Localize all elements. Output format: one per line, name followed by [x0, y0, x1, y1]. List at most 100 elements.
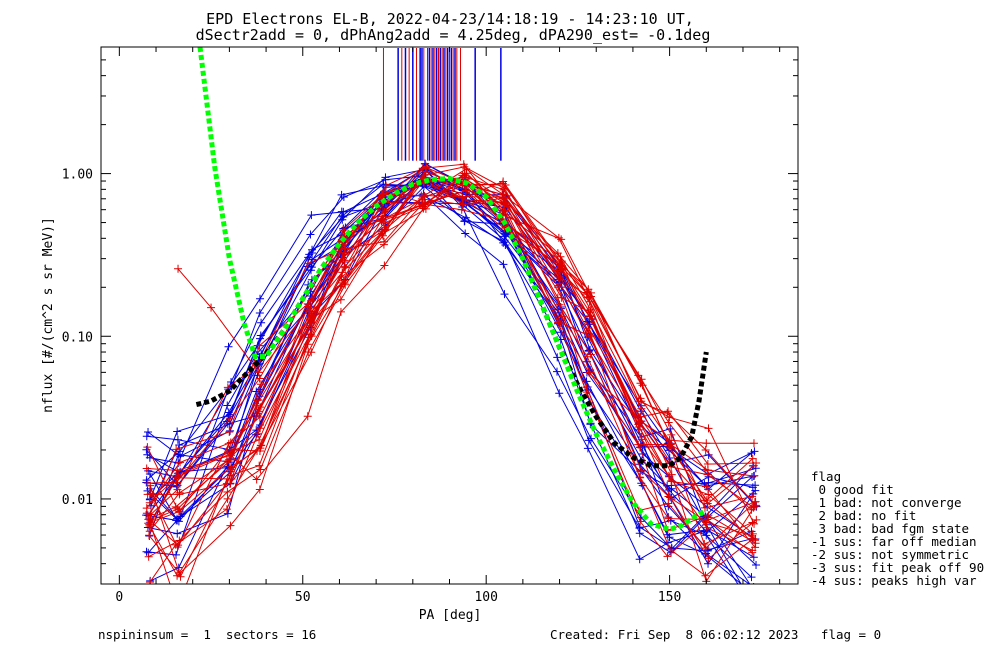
series-red-line	[150, 166, 754, 523]
data-point-plus	[752, 501, 761, 510]
flag-legend: flag 0 good fit 1 bad: not converge 2 ba…	[811, 469, 984, 588]
data-point-plus	[582, 388, 591, 397]
series-red-line	[147, 197, 757, 560]
data-point-plus	[145, 531, 154, 540]
data-point-plus	[748, 473, 757, 482]
data-point-plus	[419, 193, 428, 202]
data-point-plus	[379, 212, 388, 221]
data-point-plus	[666, 516, 675, 525]
data-point-plus	[701, 465, 710, 474]
data-layer	[142, 47, 761, 611]
data-point-plus	[703, 515, 712, 524]
series-red-line	[148, 176, 753, 551]
data-point-plus	[256, 294, 265, 303]
y-axis-label: nflux [#/(cm^2 s sr MeV)]	[41, 217, 56, 413]
data-point-plus	[339, 193, 348, 202]
data-point-plus	[377, 217, 386, 226]
data-point-plus	[340, 256, 349, 265]
data-point-plus	[176, 512, 185, 521]
data-point-plus	[555, 319, 564, 328]
y-tick-label: 0.01	[62, 493, 93, 508]
series-red-line	[149, 182, 755, 525]
data-point-plus	[253, 429, 262, 438]
data-point-plus	[419, 204, 428, 213]
data-point-plus	[750, 591, 758, 599]
data-point-plus	[557, 235, 566, 244]
data-point-plus	[584, 368, 593, 377]
x-tick-label: 0	[115, 590, 123, 605]
data-point-plus	[665, 533, 674, 542]
data-point-plus	[636, 473, 645, 482]
data-point-plus	[752, 561, 761, 570]
data-point-plus	[143, 479, 152, 488]
x-tick-label: 100	[474, 590, 497, 605]
data-point-plus	[308, 245, 317, 254]
series-red-line	[146, 183, 753, 509]
data-point-plus	[553, 367, 561, 376]
data-point-plus	[341, 263, 350, 272]
data-point-plus	[143, 450, 152, 459]
green-fit-curve	[197, 47, 708, 533]
legend-item: 0 good fit	[811, 482, 894, 497]
data-point-plus	[500, 206, 509, 215]
data-point-plus	[336, 307, 345, 316]
data-point-plus	[748, 518, 757, 527]
data-point-plus	[256, 380, 265, 389]
data-point-plus	[176, 458, 185, 467]
data-point-plus	[222, 479, 231, 488]
series-blue-line	[147, 193, 739, 584]
data-point-plus	[226, 438, 235, 447]
data-point-plus	[306, 230, 315, 239]
data-point-plus	[173, 427, 182, 436]
series-red-line	[148, 201, 753, 574]
data-point-plus	[666, 424, 675, 433]
data-point-plus	[223, 401, 232, 410]
data-point-plus	[223, 487, 232, 496]
data-point-plus	[255, 407, 264, 416]
data-point-plus	[142, 504, 151, 513]
series-red-line	[150, 183, 752, 549]
data-point-plus	[174, 603, 182, 611]
data-point-plus	[303, 259, 312, 268]
data-point-plus	[751, 481, 760, 490]
data-point-plus	[256, 424, 265, 433]
data-point-plus	[145, 527, 154, 536]
x-axis-label: PA [deg]	[419, 608, 482, 623]
data-point-plus	[663, 552, 672, 561]
data-point-plus	[500, 198, 509, 207]
series-red-line	[149, 178, 756, 577]
data-point-plus	[226, 521, 235, 530]
data-point-plus	[584, 285, 593, 294]
legend-item: -4 sus: peaks high var	[811, 573, 977, 588]
data-point-plus	[586, 331, 595, 340]
data-point-plus	[665, 545, 674, 554]
chart-title-line2: dSectr2add = 0, dPhAng2add = 4.25deg, dP…	[196, 26, 711, 44]
data-point-plus	[704, 450, 713, 459]
data-point-plus	[748, 548, 757, 557]
series-red-line	[146, 172, 756, 583]
series-blue-line	[150, 183, 752, 506]
data-point-plus	[223, 509, 232, 518]
data-point-plus	[635, 524, 644, 533]
data-point-plus	[417, 191, 426, 200]
data-point-plus	[750, 587, 758, 595]
data-point-plus	[173, 485, 182, 494]
data-point-plus	[338, 215, 347, 224]
chart-title-line1: EPD Electrons EL-B, 2022-04-23/14:18:19 …	[206, 10, 694, 28]
data-point-plus	[174, 541, 183, 550]
data-point-plus	[499, 185, 508, 194]
data-point-plus	[307, 263, 316, 272]
footer-left: nspininsum = 1 sectors = 16	[98, 627, 316, 642]
data-point-plus	[664, 514, 673, 523]
data-point-plus	[667, 476, 676, 485]
data-point-plus	[461, 173, 470, 182]
legend-item: -1 sus: far off median	[811, 534, 977, 549]
data-point-plus	[636, 517, 645, 526]
series-blue-line	[146, 178, 756, 556]
data-point-plus	[306, 303, 315, 312]
legend-item: -2 sus: not symmetric	[811, 547, 969, 562]
x-tick-label: 50	[295, 590, 311, 605]
data-point-plus	[252, 475, 261, 484]
data-point-plus	[749, 603, 757, 611]
